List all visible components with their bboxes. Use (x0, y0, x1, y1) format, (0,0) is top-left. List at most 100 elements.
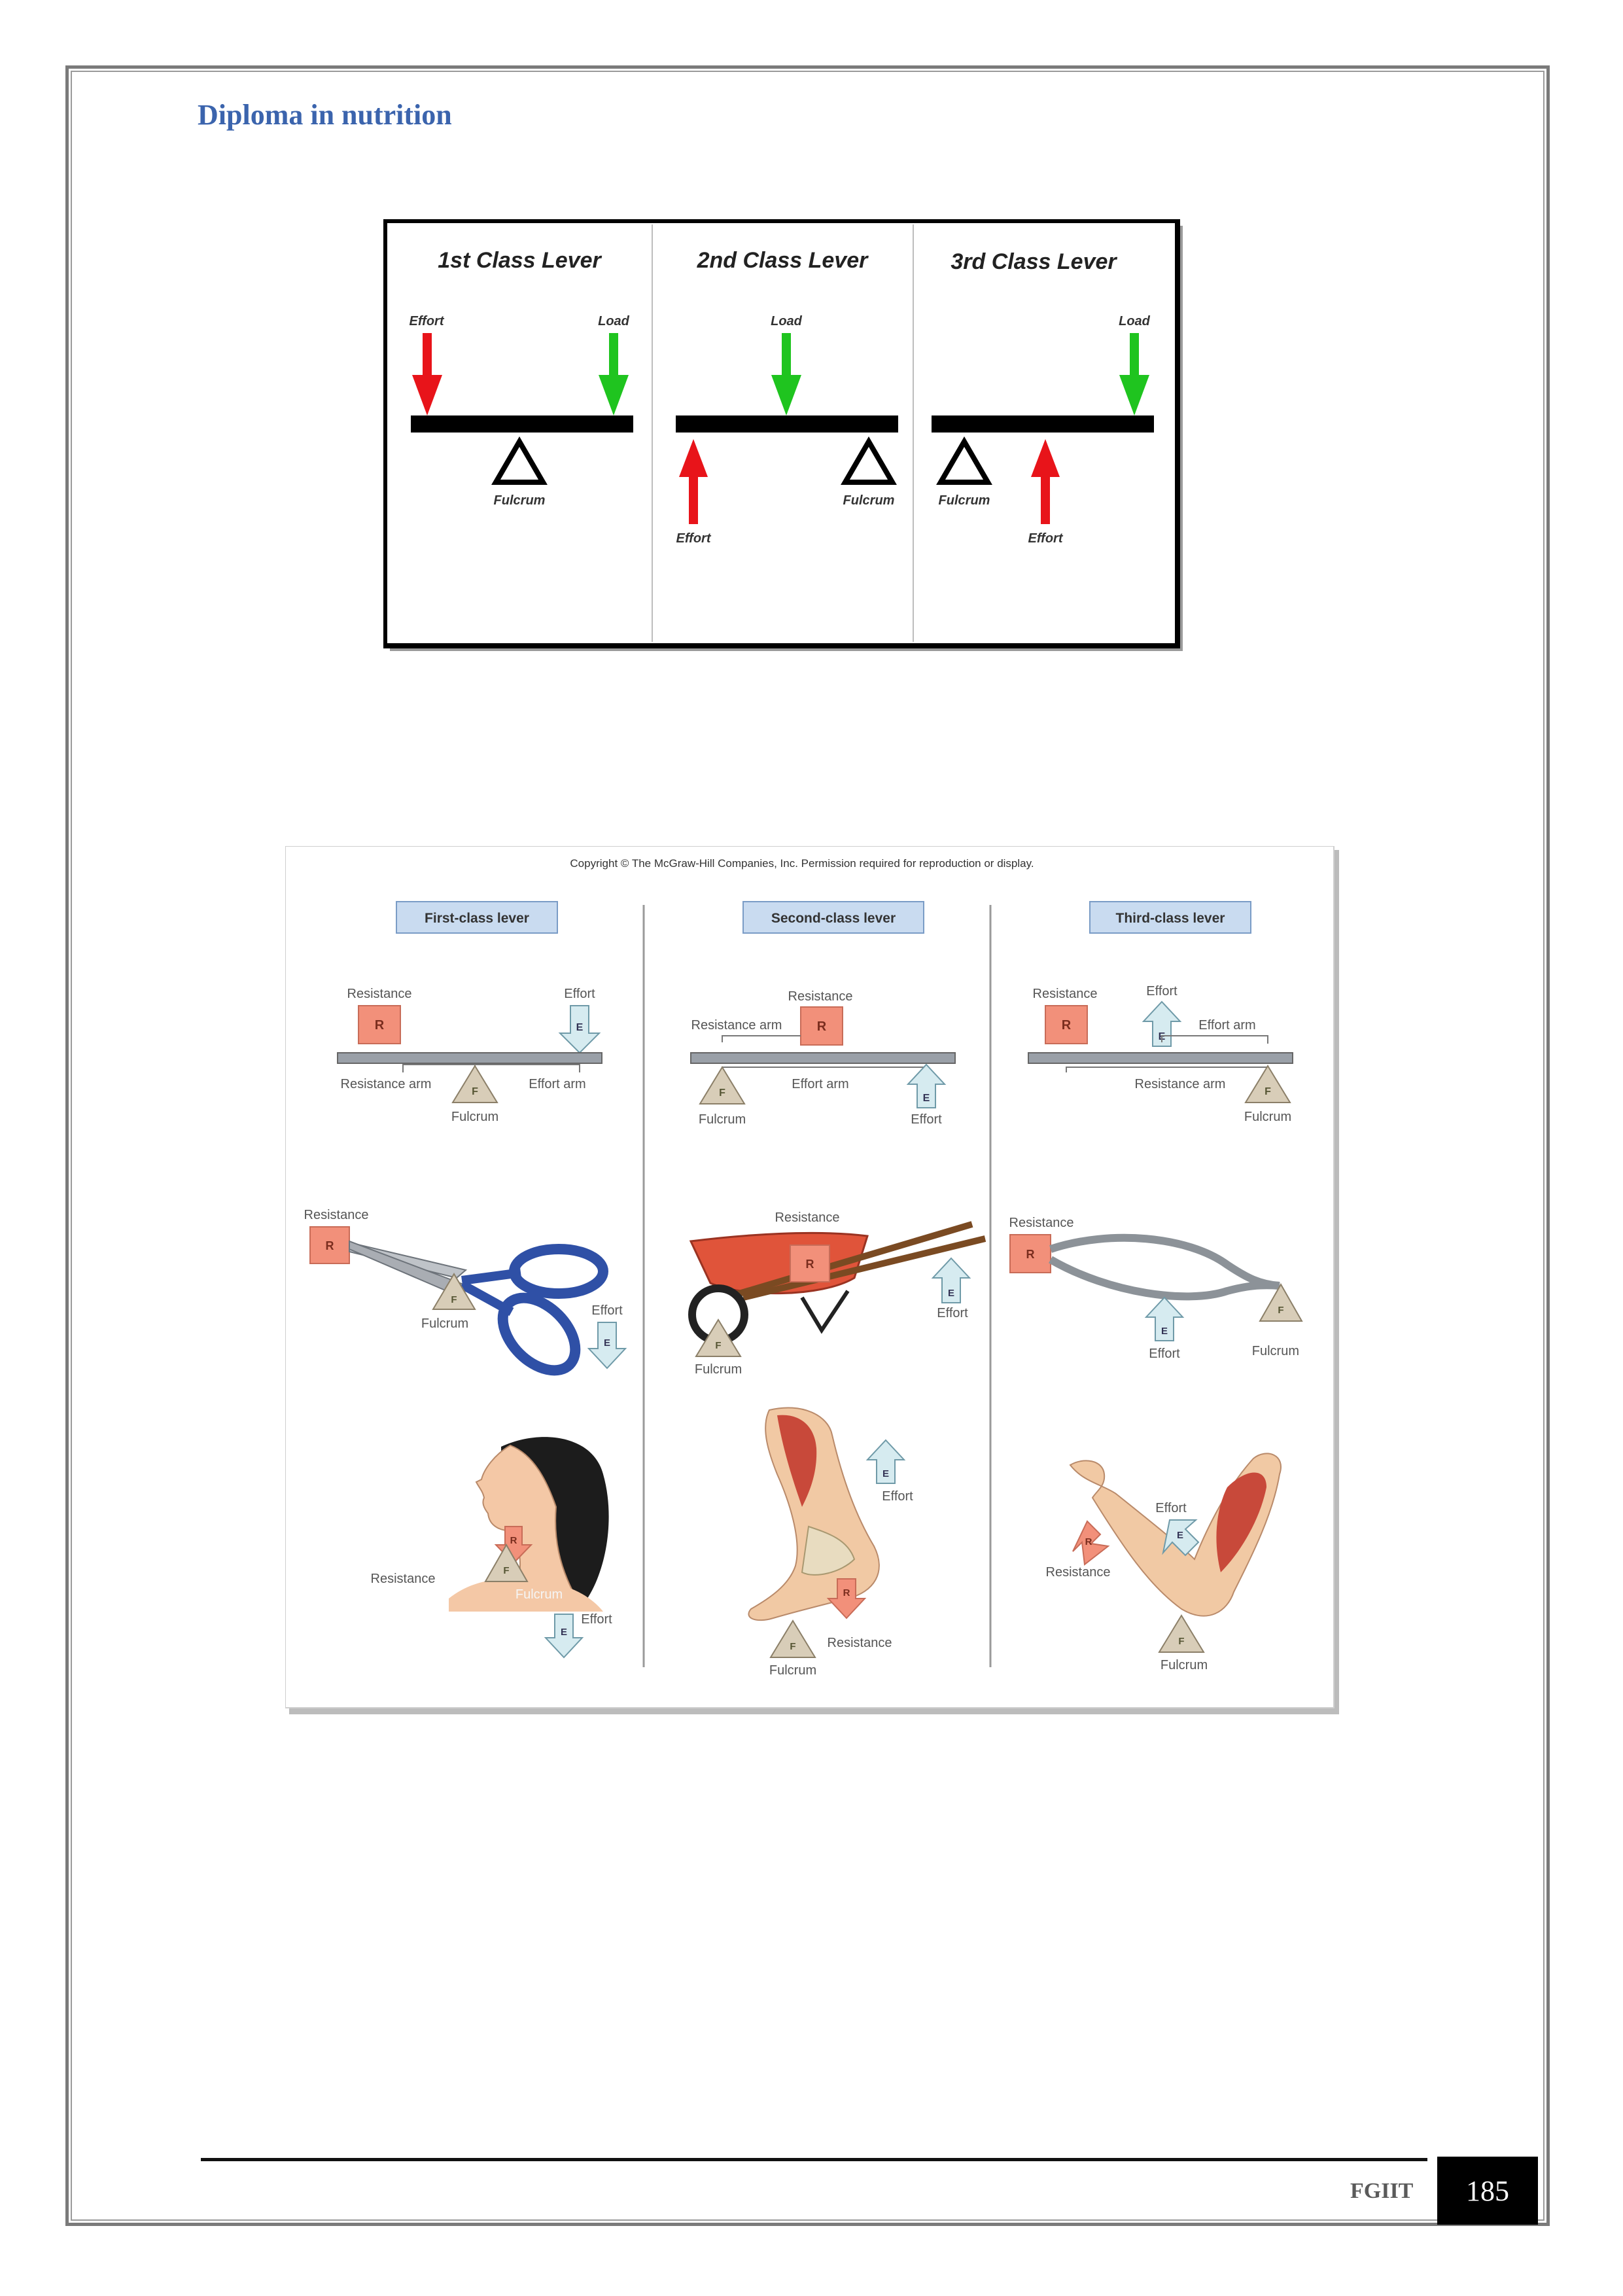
effort-label: Effort (410, 314, 445, 328)
fulcrum-symbol: F (715, 1340, 721, 1351)
load-label: Load (771, 314, 803, 328)
resistance-symbol: R (843, 1587, 850, 1598)
ankle-bones (801, 1525, 856, 1576)
fulcrum-label: Fulcrum (1252, 1344, 1299, 1358)
fulcrum-label: Fulcrum (451, 1110, 498, 1124)
fulcrum-triangle (1244, 1065, 1291, 1103)
arm-elbow-illustration: Effort E R Resistance F Fulcrum (1046, 1453, 1282, 1672)
figure-frame (383, 219, 1180, 648)
resistance-label: Resistance (1033, 987, 1098, 1001)
effort-arm-label: Effort arm (1198, 1018, 1255, 1033)
column-header-box (396, 901, 558, 934)
effort-symbol: E (1161, 1326, 1168, 1337)
resistance-label: Resistance (371, 1572, 436, 1586)
resistance-symbol: R (1026, 1248, 1035, 1261)
fulcrum-triangle (451, 1065, 498, 1103)
panel-title: 2nd Class Lever (697, 248, 869, 273)
copyright-text: Copyright © The McGraw-Hill Companies, I… (570, 857, 1034, 870)
beam (411, 415, 633, 433)
page-number: 185 (1437, 2157, 1538, 2225)
effort-arm-label: Effort arm (529, 1077, 585, 1091)
head-neck-illustration: R Resistance F Fulcrum E Effort (371, 1437, 612, 1659)
fulcrum-symbol: F (1178, 1636, 1184, 1647)
effort-label: Effort (1149, 1347, 1180, 1361)
effort-arm-bracket (1161, 1035, 1268, 1044)
resistance-symbol: R (326, 1239, 334, 1252)
fulcrum-label: Fulcrum (494, 493, 546, 508)
resistance-box (358, 1005, 401, 1044)
leg-foot-skin (748, 1407, 880, 1621)
footer-org: FGIIT (1350, 2179, 1414, 2203)
fulcrum-triangle (695, 1318, 742, 1357)
fulcrum-triangle (484, 1543, 529, 1582)
column-first-class: First-class lever Resistance R Effort E … (304, 901, 627, 1659)
resistance-label: Resistance (775, 1210, 840, 1225)
tweezers-illustration: Resistance R E Effort F Fulcrum (1009, 1216, 1303, 1361)
panel-title: 3rd Class Lever (951, 249, 1117, 274)
resistance-arm-bracket (722, 1035, 801, 1042)
fulcrum-label: Fulcrum (1244, 1110, 1291, 1124)
fulcrum-label: Fulcrum (421, 1316, 468, 1331)
resistance-arm-label: Resistance arm (691, 1018, 782, 1033)
effort-label: Effort (937, 1306, 968, 1320)
wheelbarrow-leg (800, 1290, 850, 1334)
fulcrum-label: Fulcrum (1161, 1658, 1208, 1672)
effort-arrow (1144, 1296, 1185, 1341)
resistance-box (790, 1245, 830, 1282)
column-third-class: Third-class lever Resistance R Effort E … (1009, 901, 1303, 1672)
resistance-label: Resistance (304, 1208, 369, 1222)
column-header-box (742, 901, 924, 934)
fulcrum-symbol: F (1265, 1086, 1271, 1097)
effort-arrow (587, 1322, 627, 1369)
effort-label: Effort (1146, 984, 1178, 998)
resistance-symbol: R (375, 1018, 385, 1033)
load-arrow-shaft (782, 333, 791, 383)
calf-muscle (777, 1415, 817, 1507)
beam (932, 415, 1154, 433)
column-header: Third-class lever (1116, 911, 1225, 926)
resistance-symbol: R (806, 1258, 814, 1271)
effort-symbol: E (1177, 1530, 1183, 1541)
fulcrum-symbol: F (719, 1087, 725, 1099)
load-arrow-head (771, 375, 801, 415)
fulcrum-symbol: F (503, 1565, 509, 1576)
fulcrum-triangle (1259, 1282, 1303, 1322)
column-second-class: Second-class lever Resistance R Resistan… (688, 901, 986, 1678)
effort-symbol: E (561, 1627, 567, 1638)
lever-beam (690, 1052, 956, 1064)
column-header: Second-class lever (771, 911, 896, 926)
resistance-label: Resistance (788, 989, 853, 1004)
scissor-arm (461, 1268, 521, 1285)
load-label: Load (1119, 314, 1151, 328)
panel-second-class: 2nd Class Lever Load Effort Fulcrum (676, 248, 898, 546)
beam (676, 415, 898, 433)
effort-arrow (865, 1439, 906, 1484)
effort-arrow (1162, 1519, 1200, 1557)
effort-arrow-head (679, 439, 708, 477)
effort-arrow-shaft (689, 474, 698, 524)
effort-arrow (931, 1257, 971, 1303)
resistance-box (1009, 1234, 1051, 1273)
wheelbarrow-handle (742, 1235, 986, 1301)
resistance-box (800, 1006, 843, 1046)
effort-label: Effort (564, 987, 595, 1001)
effort-label: Effort (882, 1489, 913, 1504)
effort-label: Effort (911, 1112, 942, 1127)
resistance-arrow (826, 1578, 867, 1619)
scissor-handle (497, 1292, 581, 1376)
footer-rule (201, 2158, 1427, 2161)
resistance-box (1045, 1005, 1088, 1044)
effort-label: Effort (591, 1303, 623, 1318)
load-label: Load (598, 314, 630, 328)
load-arrow-head (1119, 375, 1149, 415)
effort-arrow-shaft (1041, 474, 1050, 524)
effort-label: Effort (1155, 1501, 1187, 1515)
column-header-box (1089, 901, 1251, 934)
effort-symbol: E (604, 1337, 610, 1349)
panel-third-class: 3rd Class Lever Load Fulcrum Effort (932, 249, 1154, 546)
resistance-label: Resistance (1046, 1565, 1111, 1580)
resistance-arrow (1072, 1520, 1110, 1566)
effort-symbol: E (923, 1093, 930, 1104)
effort-arrow-head (1031, 439, 1060, 477)
load-arrow-shaft (609, 333, 618, 383)
